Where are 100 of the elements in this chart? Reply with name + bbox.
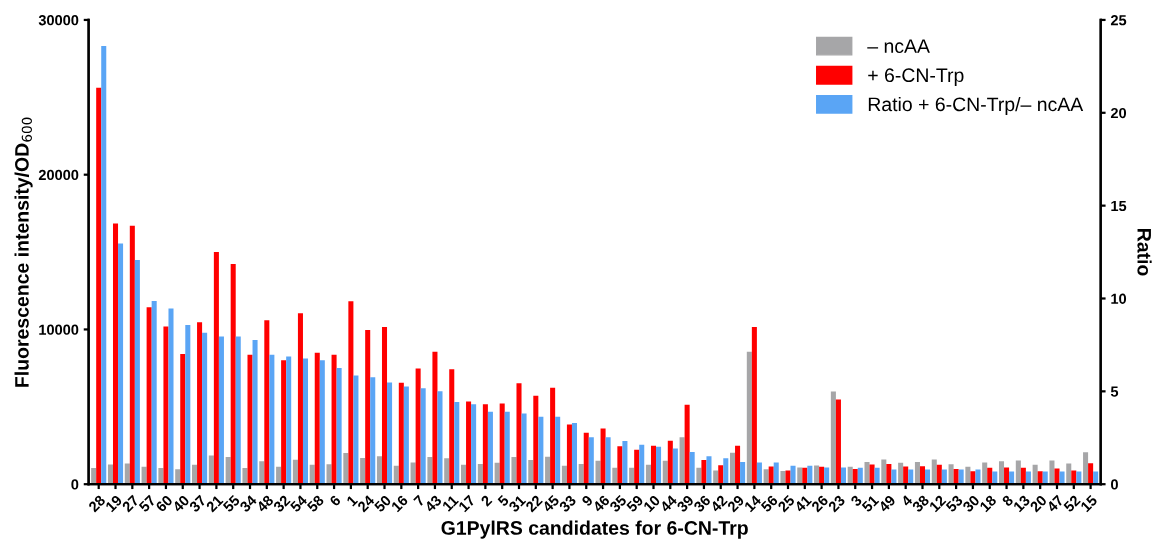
x-tick-label: 8 xyxy=(1001,494,1014,507)
bar xyxy=(684,404,690,485)
bar xyxy=(208,455,214,485)
legend-label: + 6-CN-Trp xyxy=(868,68,964,86)
x-tick-label: 41 xyxy=(793,494,812,513)
x-tick-label: 14 xyxy=(743,494,762,513)
bar xyxy=(107,464,113,485)
x-axis-title: G1PylRS candidates for 6-CN-Trp xyxy=(441,520,748,539)
x-tick-label: 44 xyxy=(659,494,678,513)
x-tick-label: 47 xyxy=(1046,494,1065,513)
x-tick-label: 2 xyxy=(480,494,493,507)
x-tick-label: 25 xyxy=(777,494,796,513)
x-tick-label: 11 xyxy=(441,494,459,512)
bar xyxy=(158,467,164,485)
bar xyxy=(192,464,198,485)
bar xyxy=(561,465,567,485)
x-tick-label: 32 xyxy=(272,494,291,513)
y-tick-label: 20000 xyxy=(38,169,79,181)
x-tick-label: 9 xyxy=(581,494,594,507)
x-tick-label: 3 xyxy=(850,494,863,507)
bar xyxy=(410,462,416,485)
x-tick-label: 58 xyxy=(306,494,325,513)
x-tick-label: 10 xyxy=(642,494,661,513)
y-axis-title: Fluorescence intensity/OD$_{600}$ xyxy=(14,117,33,387)
bar xyxy=(427,457,433,485)
y-tick-label: 10000 xyxy=(39,324,79,335)
bar xyxy=(242,467,248,485)
x-tick-label: 30 xyxy=(961,494,981,513)
y2-tick-label: 20 xyxy=(1110,107,1127,119)
x-tick-label: 28 xyxy=(87,494,106,513)
bar xyxy=(376,456,382,485)
bar xyxy=(835,399,841,485)
x-tick-label: 59 xyxy=(625,494,644,513)
y2-tick-label: 15 xyxy=(1111,200,1127,212)
x-tick-label: 60 xyxy=(155,494,174,513)
x-tick-label: 16 xyxy=(390,494,409,513)
y-tick-label: 0 xyxy=(71,479,79,490)
x-tick-label: 23 xyxy=(827,494,846,513)
x-tick-label: 38 xyxy=(911,494,930,513)
legend-label: – ncAA xyxy=(867,39,930,53)
x-tick-label: 39 xyxy=(676,494,695,513)
x-tick-label: 46 xyxy=(592,494,611,513)
x-tick-label: 15 xyxy=(1080,494,1098,513)
bar xyxy=(477,463,483,485)
x-tick-label: 21 xyxy=(205,494,224,513)
bar xyxy=(343,453,349,485)
bar xyxy=(444,458,450,485)
y2-tick-label: 5 xyxy=(1110,386,1119,397)
bar xyxy=(494,462,500,485)
bar xyxy=(225,456,231,485)
x-tick-label: 18 xyxy=(979,494,997,513)
bar xyxy=(393,465,399,485)
x-tick-label: 51 xyxy=(861,494,880,513)
bar xyxy=(1015,460,1021,485)
x-tick-label: 6 xyxy=(328,494,342,507)
bar xyxy=(309,464,315,485)
x-tick-label: 33 xyxy=(558,494,577,513)
x-tick-label: 20 xyxy=(1029,494,1048,513)
bar xyxy=(830,391,836,485)
x-tick-label: 57 xyxy=(138,494,157,513)
x-tick-label: 19 xyxy=(104,494,123,513)
x-tick-label: 5 xyxy=(497,494,510,507)
x-tick-label: 31 xyxy=(508,494,527,513)
x-tick-label: 54 xyxy=(289,494,308,513)
x-tick-label: 50 xyxy=(373,494,392,513)
x-tick-label: 34 xyxy=(239,494,258,513)
y2-axis-title: Ratio xyxy=(1137,229,1152,276)
y-tick-label: 30000 xyxy=(38,15,79,26)
legend-label: Ratio + 6-CN-Trp/– ncAA xyxy=(868,96,1084,116)
bar xyxy=(326,464,332,485)
bar xyxy=(141,466,147,485)
x-tick-label: 36 xyxy=(692,494,712,513)
x-tick-label: 17 xyxy=(458,494,476,513)
x-tick-label: 53 xyxy=(945,494,964,513)
y2-tick-label: 10 xyxy=(1111,293,1127,304)
bar xyxy=(1049,460,1055,485)
x-tick-label: 55 xyxy=(222,494,241,513)
x-tick-label: 37 xyxy=(188,494,207,513)
x-tick-label: 4 xyxy=(900,494,914,507)
bar xyxy=(360,458,366,485)
x-tick-label: 40 xyxy=(171,494,190,513)
bar xyxy=(461,464,467,485)
bar xyxy=(746,351,752,485)
x-tick-label: 7 xyxy=(413,494,426,507)
bar xyxy=(292,459,298,485)
bar xyxy=(91,467,97,485)
bar xyxy=(751,327,757,485)
bar xyxy=(1083,452,1089,485)
x-tick-label: 13 xyxy=(1012,494,1031,513)
x-tick-label: 56 xyxy=(760,494,779,513)
bar xyxy=(175,469,181,485)
bar xyxy=(276,466,282,485)
x-tick-label: 43 xyxy=(423,494,443,513)
x-tick-label: 1 xyxy=(346,494,359,507)
x-tick-label: 12 xyxy=(928,494,947,513)
bar xyxy=(124,463,130,485)
x-tick-label: 52 xyxy=(1062,494,1081,513)
x-tick-label: 27 xyxy=(121,494,140,513)
y2-tick-label: 0 xyxy=(1111,479,1118,490)
bar xyxy=(259,461,265,485)
